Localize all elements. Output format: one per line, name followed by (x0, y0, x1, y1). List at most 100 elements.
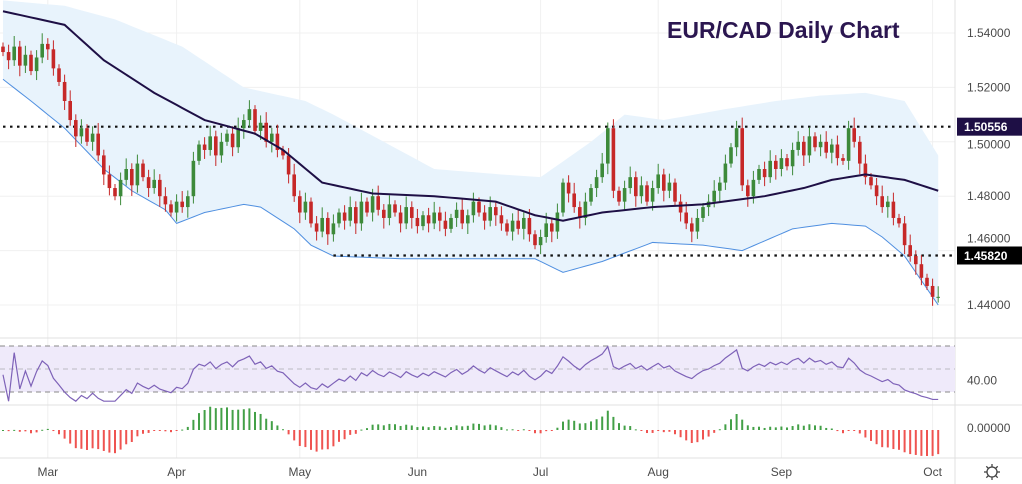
candle (23, 45, 28, 73)
candle (12, 35, 16, 66)
candle-body (701, 207, 705, 218)
candle (34, 50, 39, 81)
candle-body (96, 133, 100, 156)
histogram-bar (153, 430, 156, 431)
candle (499, 206, 504, 231)
histogram-bar (478, 423, 480, 430)
candle-body (583, 201, 588, 218)
histogram-bar (276, 425, 279, 430)
histogram-bar (825, 427, 828, 430)
histogram-bar (556, 427, 559, 430)
candle-body (930, 285, 935, 297)
candle (90, 126, 95, 151)
histogram-bar (422, 426, 424, 430)
candle-body (852, 128, 856, 142)
histogram-bar (450, 427, 452, 430)
histogram-bar (909, 430, 912, 455)
candle-body (57, 68, 61, 82)
candle-body (897, 217, 901, 224)
candle-body (936, 296, 940, 298)
candle (639, 176, 644, 204)
histogram-bar (539, 430, 542, 434)
candle-body (107, 174, 112, 189)
rsi-line (2, 345, 939, 402)
candle (874, 177, 879, 206)
candle (902, 216, 907, 255)
candle (365, 197, 369, 217)
chart-title: EUR/CAD Daily Chart (667, 17, 900, 43)
candle (779, 149, 784, 177)
histogram-bar (13, 429, 16, 431)
candle-body (790, 149, 795, 167)
candle (6, 44, 11, 70)
candle (382, 204, 386, 229)
candle-body (499, 215, 504, 224)
histogram-bar (842, 430, 844, 434)
candle-body (572, 193, 576, 208)
candle-body (824, 141, 828, 153)
histogram-bar (926, 430, 928, 456)
candle (410, 201, 414, 229)
time-tick-label: Mar (37, 465, 58, 479)
histogram-bar (237, 409, 240, 430)
histogram-bar (192, 419, 195, 430)
histogram-bar (578, 423, 581, 430)
histogram-bar (231, 409, 234, 430)
histogram-bar (646, 430, 648, 434)
candle (51, 40, 56, 76)
candle-body (617, 190, 621, 202)
price-tick-label: 1.46000 (967, 231, 1011, 245)
histogram-bar (483, 425, 486, 430)
level-tag-label: 1.45820 (964, 249, 1008, 263)
candle (135, 154, 140, 193)
histogram-bar (326, 430, 329, 450)
histogram-bar (198, 413, 200, 430)
histogram-bar (394, 424, 396, 430)
histogram-bar (780, 426, 783, 430)
histogram-bar (466, 425, 469, 430)
candle (701, 203, 705, 223)
histogram-bar (601, 416, 604, 430)
candle (611, 119, 616, 199)
histogram-bar (170, 430, 172, 433)
histogram-bar (35, 430, 38, 433)
histogram-bar (2, 430, 4, 431)
candle-body (505, 223, 509, 232)
candle (107, 165, 112, 196)
candle (566, 175, 571, 203)
histogram-bar (69, 430, 72, 444)
histogram-bar (735, 414, 738, 430)
histogram-bar (360, 429, 363, 431)
candle-body (622, 188, 627, 202)
histogram-bar (461, 426, 464, 430)
gear-icon[interactable] (984, 464, 1000, 480)
candle (298, 190, 302, 224)
price-tick-label: 1.52000 (967, 80, 1011, 94)
histogram-bar (371, 424, 374, 430)
candle-body (79, 128, 84, 137)
candle (830, 138, 834, 164)
histogram-bar (752, 426, 755, 430)
histogram-bar (707, 430, 710, 437)
histogram-bar (679, 430, 682, 438)
candle (292, 163, 296, 202)
histogram-bar (472, 423, 475, 430)
candle-body (180, 201, 184, 208)
candle-body (673, 182, 677, 202)
candle (449, 213, 453, 233)
candle-body (270, 133, 274, 142)
candle (880, 185, 884, 213)
candle-body (404, 207, 408, 224)
candle-body (718, 182, 722, 191)
candle-body (628, 177, 632, 189)
candle (650, 180, 655, 211)
candle-body (298, 196, 302, 213)
histogram-bar (746, 425, 749, 430)
candle-body (141, 163, 145, 178)
histogram-bar (898, 430, 900, 450)
candle-body (326, 217, 330, 235)
candle-body (516, 220, 520, 229)
histogram-bar (304, 430, 307, 448)
